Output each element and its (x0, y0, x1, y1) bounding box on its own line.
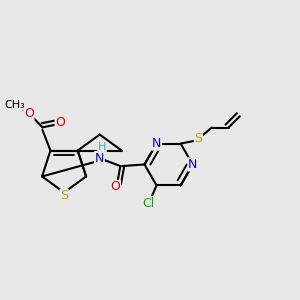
Text: O: O (24, 107, 34, 120)
Text: N: N (188, 158, 197, 171)
Text: O: O (55, 116, 65, 129)
Text: CH₃: CH₃ (4, 100, 25, 110)
Text: S: S (60, 189, 68, 202)
Text: H: H (98, 142, 106, 152)
Text: S: S (194, 132, 202, 145)
Text: O: O (111, 181, 121, 194)
Text: N: N (152, 137, 161, 150)
Text: Cl: Cl (142, 196, 154, 209)
Text: N: N (95, 152, 104, 164)
